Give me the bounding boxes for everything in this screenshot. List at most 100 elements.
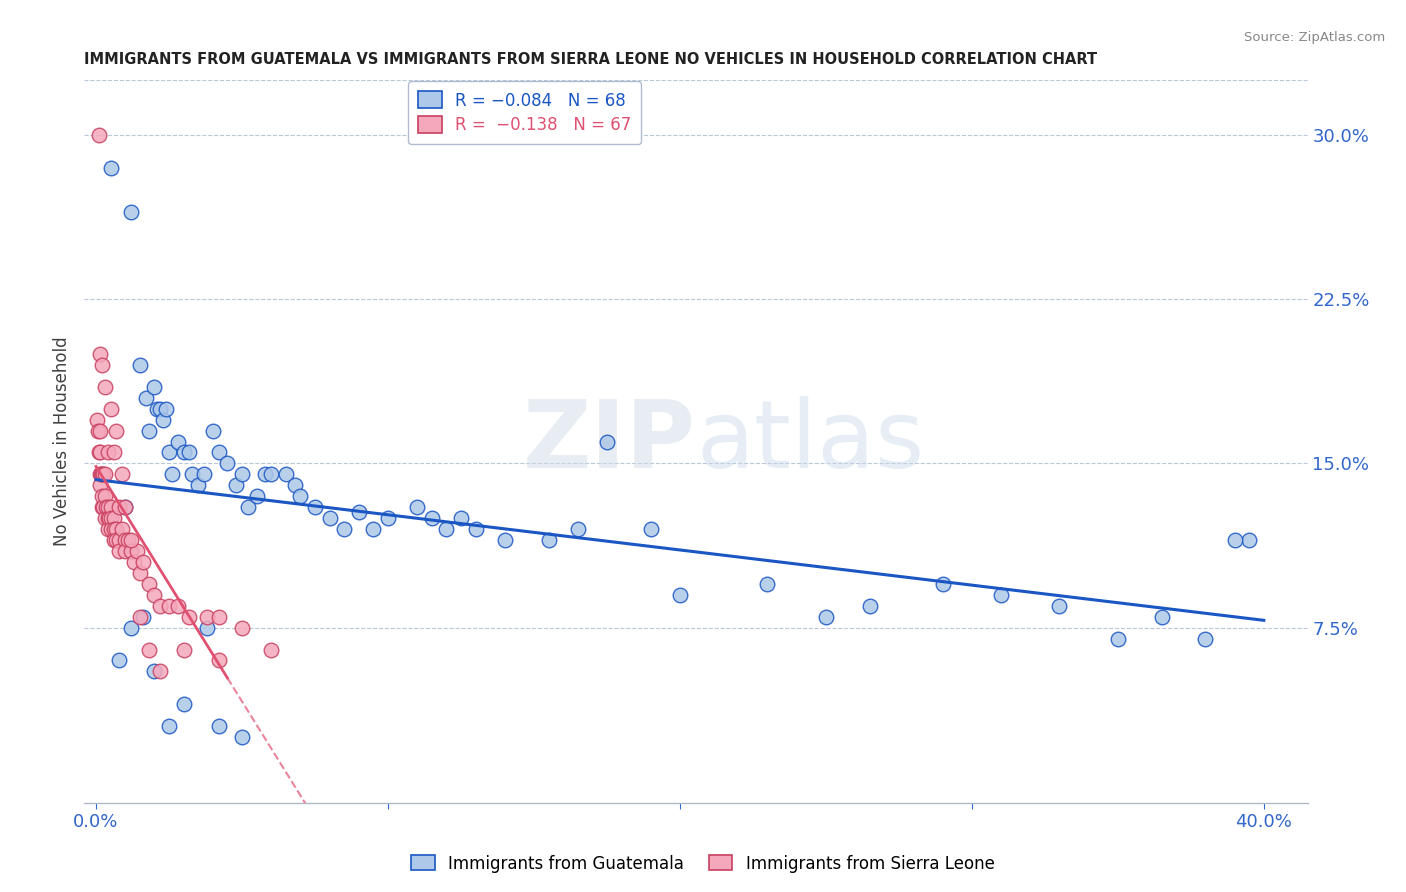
Point <box>208 653 231 667</box>
Point <box>94 511 117 525</box>
Point <box>260 642 283 657</box>
Point <box>283 478 305 492</box>
Point <box>990 588 1012 602</box>
Legend: Immigrants from Guatemala, Immigrants from Sierra Leone: Immigrants from Guatemala, Immigrants fr… <box>405 848 1001 880</box>
Point <box>208 609 231 624</box>
Point <box>86 412 108 426</box>
Point <box>103 522 125 536</box>
Point <box>193 467 215 482</box>
Point <box>90 467 112 482</box>
Point <box>114 500 136 515</box>
Point <box>157 445 180 459</box>
Point <box>179 609 201 624</box>
Point <box>132 609 155 624</box>
Point <box>208 719 231 733</box>
Point <box>143 588 166 602</box>
Y-axis label: No Vehicles in Household: No Vehicles in Household <box>53 336 72 547</box>
Point <box>94 489 117 503</box>
Point <box>105 522 128 536</box>
Point <box>1150 609 1173 624</box>
Point <box>87 424 110 438</box>
Point <box>97 500 120 515</box>
Point <box>90 467 112 482</box>
Point <box>1237 533 1260 547</box>
Point <box>91 500 114 515</box>
Point <box>117 533 139 547</box>
Point <box>640 522 662 536</box>
Point <box>143 380 166 394</box>
Point <box>1107 632 1129 646</box>
Point <box>567 522 589 536</box>
Point <box>173 445 195 459</box>
Point <box>100 401 122 416</box>
Point <box>98 511 121 525</box>
Point <box>274 467 297 482</box>
Point <box>90 500 112 515</box>
Point <box>97 511 120 525</box>
Point <box>125 544 148 558</box>
Point <box>138 577 160 591</box>
Point <box>1223 533 1246 547</box>
Point <box>166 599 188 613</box>
Point <box>89 445 111 459</box>
Point <box>931 577 953 591</box>
Point <box>135 391 157 405</box>
Point <box>114 500 136 515</box>
Point <box>173 642 195 657</box>
Point <box>100 511 122 525</box>
Point <box>128 566 150 580</box>
Point <box>87 445 110 459</box>
Point <box>89 478 111 492</box>
Point <box>152 412 174 426</box>
Point <box>120 621 142 635</box>
Point <box>236 500 259 515</box>
Point <box>155 401 177 416</box>
Point <box>108 653 131 667</box>
Point <box>1049 599 1071 613</box>
Point <box>420 511 443 525</box>
Point <box>231 467 253 482</box>
Point <box>217 457 239 471</box>
Point <box>111 467 134 482</box>
Point <box>179 445 201 459</box>
Point <box>103 445 125 459</box>
Point <box>669 588 692 602</box>
Point <box>120 204 142 219</box>
Point <box>1194 632 1216 646</box>
Point <box>333 522 356 536</box>
Point <box>304 500 326 515</box>
Point <box>157 719 180 733</box>
Point <box>347 505 370 519</box>
Point <box>89 424 111 438</box>
Point <box>231 621 253 635</box>
Point <box>97 522 120 536</box>
Point <box>105 533 128 547</box>
Point <box>859 599 882 613</box>
Point <box>87 128 110 142</box>
Point <box>132 555 155 569</box>
Point <box>94 380 117 394</box>
Point <box>201 424 224 438</box>
Point <box>91 489 114 503</box>
Point <box>128 358 150 372</box>
Point <box>363 522 385 536</box>
Point <box>596 434 619 449</box>
Point <box>143 665 166 679</box>
Point <box>157 599 180 613</box>
Point <box>100 500 122 515</box>
Point <box>187 478 209 492</box>
Legend: R = −0.084   N = 68, R =  −0.138   N = 67: R = −0.084 N = 68, R = −0.138 N = 67 <box>408 81 641 145</box>
Point <box>450 511 472 525</box>
Point <box>290 489 312 503</box>
Point <box>537 533 560 547</box>
Point <box>181 467 204 482</box>
Text: atlas: atlas <box>696 395 924 488</box>
Point <box>108 544 131 558</box>
Point <box>756 577 779 591</box>
Point <box>105 424 128 438</box>
Point <box>195 621 218 635</box>
Point <box>108 500 131 515</box>
Point <box>138 424 160 438</box>
Point <box>160 467 183 482</box>
Point <box>91 467 114 482</box>
